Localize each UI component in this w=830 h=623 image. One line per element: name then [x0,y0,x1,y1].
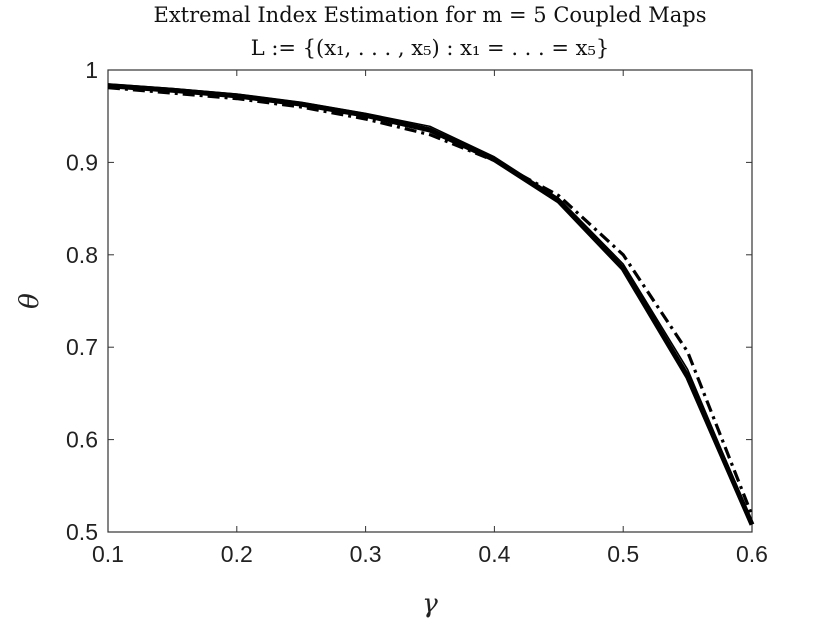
x-axis-label: γ [422,589,438,619]
x-tick-label: 0.4 [478,541,510,567]
y-axis-label: θ [15,293,45,309]
x-tick-label: 0.3 [350,541,382,567]
y-tick-label: 1 [85,57,98,83]
y-axis: 0.5 0.6 0.7 0.8 0.9 1 [66,57,752,545]
x-tick-label: 0.2 [221,541,253,567]
y-tick-label: 0.5 [66,519,98,545]
series-lines [107,83,755,526]
series-line-4 [107,86,754,516]
series-line-1 [107,83,755,526]
plot-area [107,69,753,533]
x-axis: 0.1 0.2 0.3 0.4 0.5 0.6 [92,70,768,567]
y-tick-label: 0.8 [66,242,98,268]
x-tick-label: 0.5 [607,541,639,567]
y-tick-label: 0.6 [66,427,98,453]
chart-subtitle: L := {(x₁, . . . , x₅) : x₁ = . . . = x₅… [251,36,610,60]
x-tick-label: 0.6 [736,541,768,567]
y-tick-label: 0.9 [66,149,98,175]
series-line-2 [107,83,753,524]
y-tick-label: 0.7 [66,334,98,360]
series-line-3 [107,84,753,522]
chart-title: Extremal Index Estimation for m = 5 Coup… [153,3,706,27]
x-tick-label: 0.1 [92,541,124,567]
